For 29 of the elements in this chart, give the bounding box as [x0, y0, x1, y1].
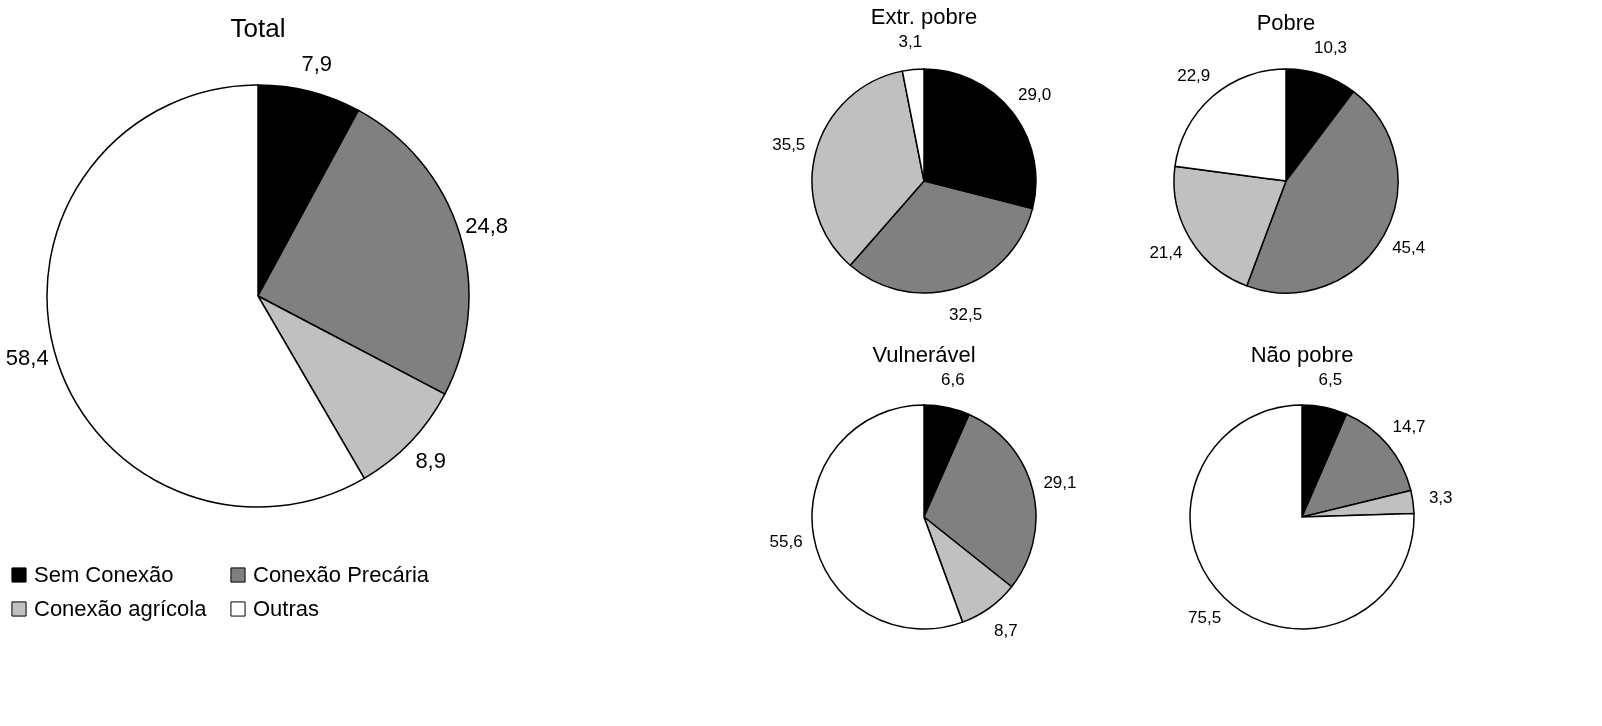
data-label: 45,4	[1392, 238, 1426, 258]
data-label: 14,7	[1392, 416, 1426, 436]
data-label: 3,3	[1428, 488, 1453, 508]
legend-label: Outras	[253, 596, 320, 621]
chart-title: Total	[230, 13, 286, 43]
data-label: 75,5	[1188, 607, 1222, 627]
chart-title: Vulnerável	[872, 342, 976, 367]
data-label: 8,7	[994, 620, 1018, 640]
chart-title: Extr. pobre	[870, 3, 978, 29]
data-label: 3,1	[898, 31, 923, 51]
data-label: 7,9	[301, 51, 333, 77]
data-label: 29,1	[1043, 473, 1077, 493]
data-label: 32,5	[949, 304, 983, 324]
legend-label: Conexão agrícola	[34, 596, 208, 621]
data-label: 29,0	[1018, 85, 1052, 105]
data-label: 6,6	[941, 370, 965, 389]
chart-title: Pobre	[1256, 10, 1316, 36]
data-label: 58,4	[5, 345, 49, 371]
legend-label: Sem Conexão	[34, 562, 174, 587]
data-label: 24,8	[465, 213, 509, 239]
data-label: 6,5	[1318, 369, 1343, 389]
data-label: 21,4	[1149, 243, 1183, 263]
data-label: 55,6	[769, 531, 803, 551]
chart-title: Não pobre	[1250, 341, 1354, 367]
data-label: 35,5	[772, 134, 806, 154]
data-label: 22,9	[1177, 65, 1211, 85]
legend-label: Conexão Precária	[253, 562, 430, 587]
data-label: 10,3	[1313, 38, 1348, 58]
data-label: 8,9	[415, 448, 446, 474]
